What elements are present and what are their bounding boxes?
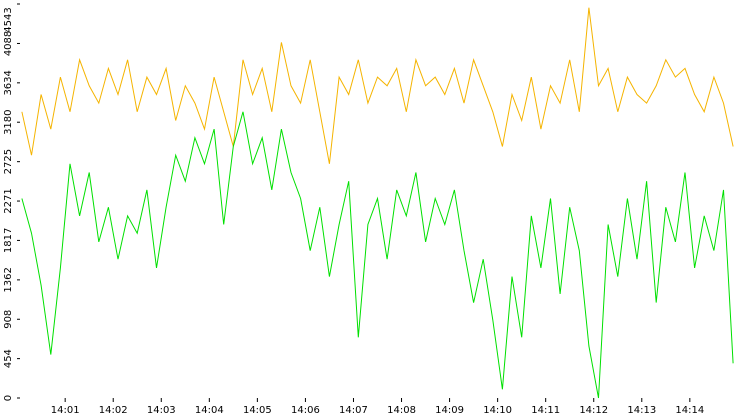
y-tick-label: 3634 — [3, 70, 14, 95]
x-tick-label: 14:08 — [387, 405, 416, 415]
x-tick-label: 14:12 — [579, 405, 608, 415]
x-tick-label: 14:06 — [291, 405, 320, 415]
x-tick-label: 14:11 — [531, 405, 560, 415]
x-tick-label: 14:09 — [435, 405, 464, 415]
y-tick-label: 3180 — [3, 109, 14, 134]
y-tick-label: 4088 — [3, 31, 14, 56]
y-tick-label: 454 — [3, 349, 14, 368]
y-tick-label: 1817 — [3, 228, 14, 253]
x-tick-label: 14:10 — [483, 405, 512, 415]
y-tick-label: 2725 — [3, 149, 14, 174]
series-line — [21, 7, 734, 164]
x-tick-label: 14:02 — [99, 405, 128, 415]
y-tick-label: 4543 — [3, 7, 14, 32]
y-tick-label: 908 — [3, 310, 14, 329]
y-tick-label: 0 — [3, 395, 14, 401]
y-tick-label: 1362 — [3, 267, 14, 292]
x-tick-label: 14:07 — [339, 405, 368, 415]
x-tick-label: 14:03 — [147, 405, 176, 415]
x-tick-label: 14:14 — [675, 405, 704, 415]
x-tick-label: 14:05 — [243, 405, 272, 415]
x-tick-label: 14:13 — [627, 405, 656, 415]
y-tick-label: 2271 — [3, 188, 14, 213]
series-line — [21, 111, 734, 399]
x-tick-label: 14:04 — [195, 405, 224, 415]
x-tick-label: 14:01 — [51, 405, 80, 415]
